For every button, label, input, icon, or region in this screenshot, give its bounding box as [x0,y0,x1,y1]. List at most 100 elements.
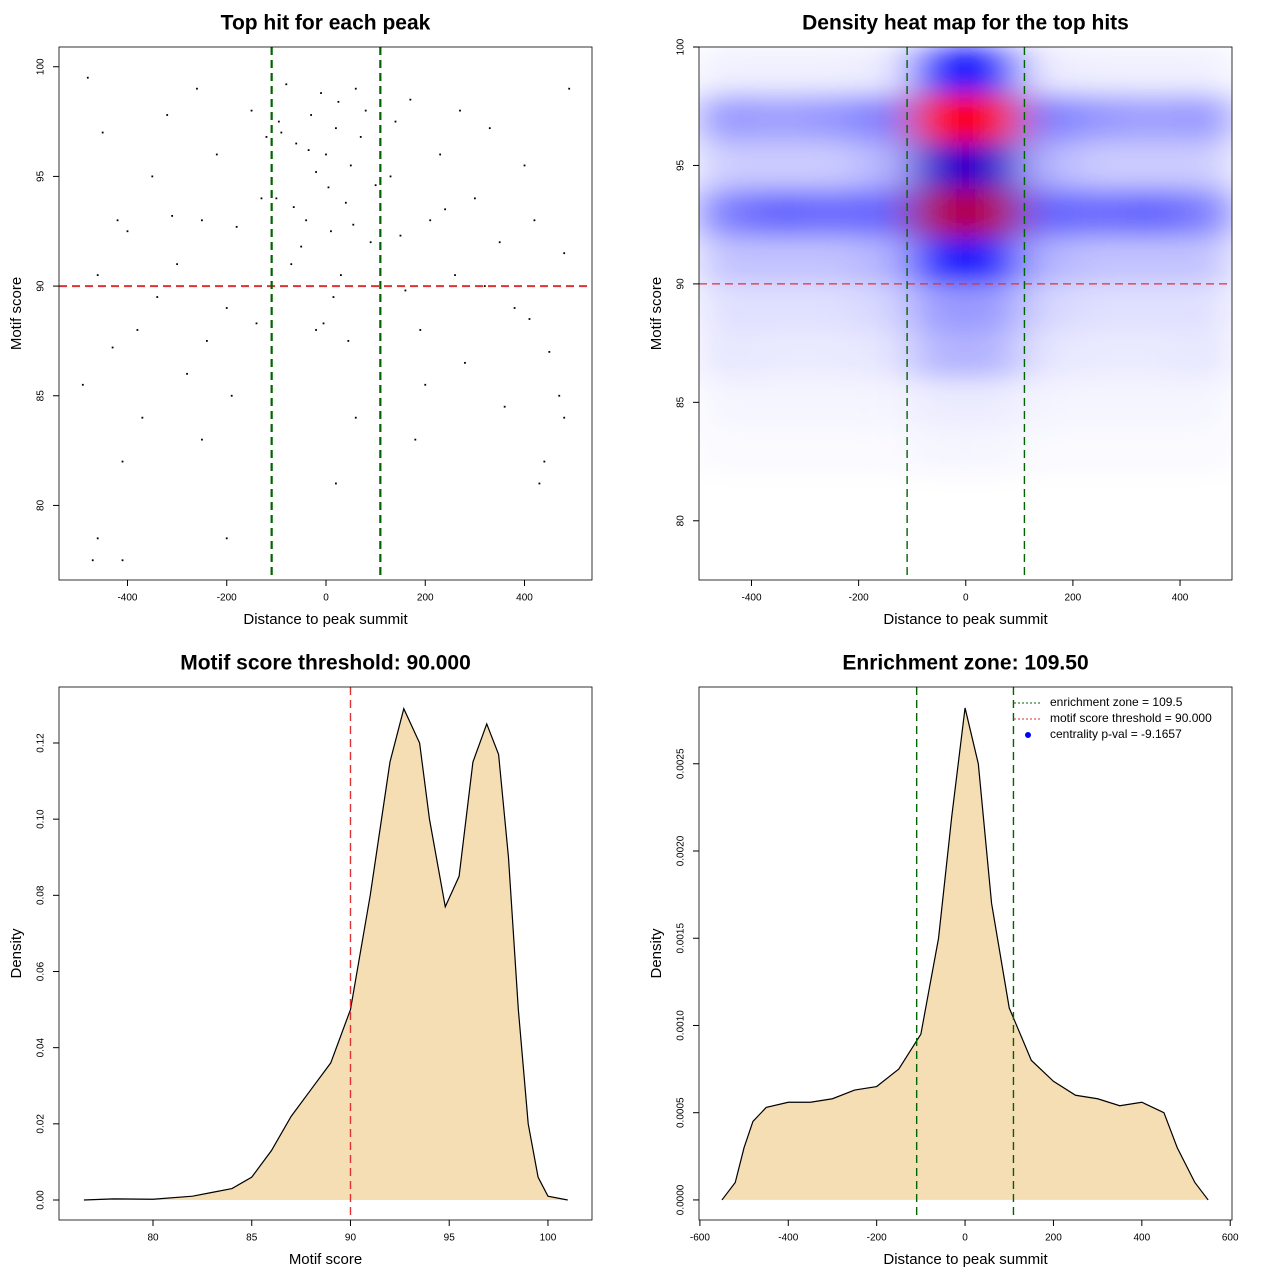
heat-cell [965,283,1020,332]
point [354,416,357,419]
point [335,482,337,485]
heat-cell [1126,94,1181,142]
point [290,263,293,266]
point [339,274,342,277]
chart-title: Top hit for each peak [221,12,431,35]
point [394,120,397,123]
heat-cell [965,426,1020,474]
panel: Density heat map for the top hits Distanc… [648,12,1233,628]
heat-cell [912,236,966,284]
x-tick-label: 200 [1045,1233,1062,1244]
point [81,383,84,386]
heat-cell [858,236,913,284]
density-line [721,707,1209,1201]
heat-cell [699,236,752,284]
heat-cell [1180,141,1232,190]
x-tick-label: 200 [417,593,434,604]
heat-cell [1126,426,1181,474]
panel: Motif score threshold: 90.000 Motif score… [8,652,593,1268]
x-tick-label: 0 [323,593,329,604]
x-tick-label: 85 [246,1233,258,1244]
heat-cell [1180,94,1232,142]
heat-cell [858,331,913,379]
point [225,307,228,309]
heat-cell [1072,378,1127,427]
point [483,285,486,287]
x-tick-label: -400 [778,1233,798,1244]
point [419,329,422,331]
point [196,87,198,90]
x-tick-label: 600 [1222,1233,1239,1244]
point [166,114,169,116]
heat-cell [858,94,913,142]
point [96,537,99,540]
point [250,109,253,112]
x-tick-label: -400 [741,593,761,604]
y-axis-title: Motif score [648,277,665,350]
legend-label: centrality p-val = -9.1657 [1050,727,1182,741]
point [86,76,89,79]
y-tick-label: 100 [36,58,47,75]
heat-cell [805,378,859,427]
point [225,537,228,540]
point [344,201,347,204]
heat-cell [858,426,913,474]
point [563,416,566,419]
y-tick-label: 85 [36,390,47,402]
point [322,322,325,325]
y-tick-label: 85 [676,396,687,408]
point [111,346,114,349]
point [230,394,233,397]
heat-cell [1180,236,1232,284]
point [260,197,263,200]
heat-cell [965,141,1020,190]
point [354,87,357,90]
point [275,197,278,200]
point [255,322,258,325]
y-tick-label: 0.10 [36,809,47,829]
heat-cell [912,426,966,474]
point [300,245,303,248]
heat-cell [965,189,1020,237]
point [96,274,99,277]
heatmap [699,47,1232,580]
x-axis-title: Motif score [289,1251,362,1268]
heat-cell [1019,47,1073,95]
y-tick-label: 0.12 [36,733,47,753]
heat-cell [805,236,859,284]
point [315,329,317,331]
point [439,153,442,156]
y-axis-title: Density [648,928,665,979]
point [409,98,412,101]
y-tick-label: 0.06 [36,961,47,981]
point [116,219,119,222]
heat-cell [751,141,806,190]
heat-cell [1072,236,1127,284]
y-tick-label: 0.02 [36,1114,47,1134]
point [543,460,546,463]
y-tick-label: 100 [676,38,687,55]
density-area [83,708,568,1201]
y-tick-label: 0.04 [36,1037,47,1057]
x-tick-label: 400 [1172,593,1189,604]
point [399,234,402,237]
chart-title: Motif score threshold: 90.000 [180,652,471,675]
point [337,100,340,103]
point [295,142,298,145]
heat-cell [1072,426,1127,474]
heat-cell [965,378,1020,427]
heat-cell [912,47,966,95]
heat-cell [1180,189,1232,237]
heat-cell [912,141,966,190]
heat-cell [1072,94,1127,142]
heat-cell [1072,283,1127,332]
point [568,87,571,90]
point [186,372,188,375]
heat-cell [858,141,913,190]
y-tick-label: 90 [36,280,47,292]
heat-cell [1019,189,1073,237]
heat-cell [751,189,806,237]
x-axis-title: Distance to peak summit [883,1251,1048,1268]
point [503,405,506,408]
